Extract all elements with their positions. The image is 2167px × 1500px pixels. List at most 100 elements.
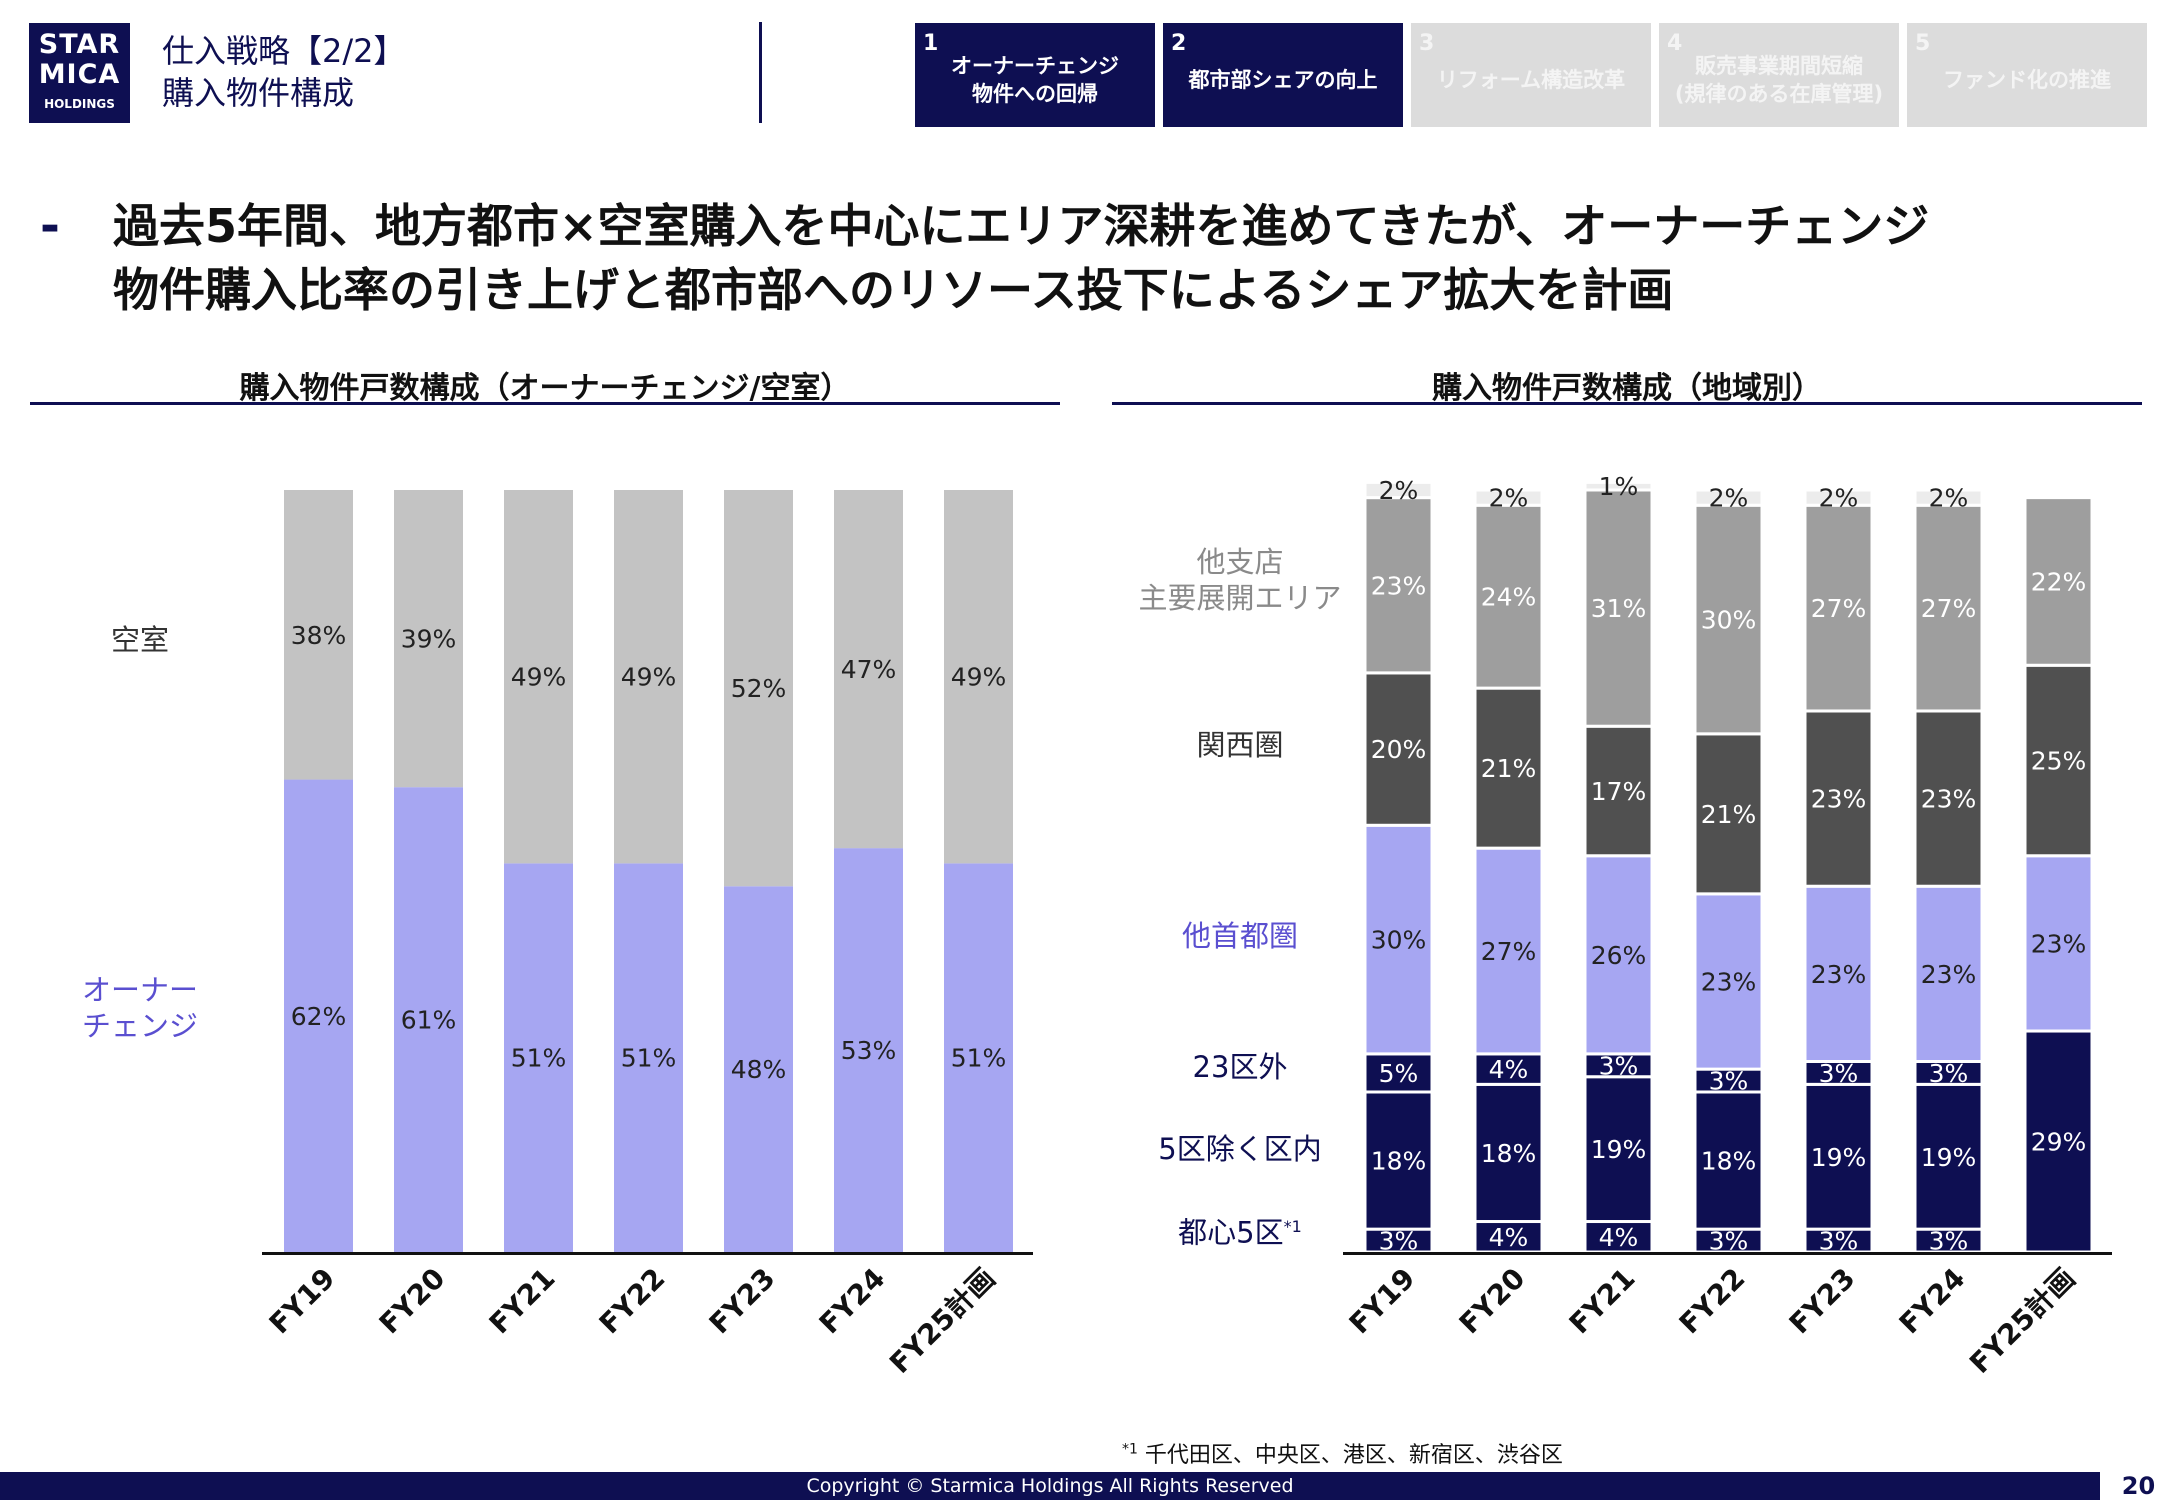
footnote: *1 千代田区、中央区、港区、新宿区、渋谷区: [1122, 1441, 1563, 1468]
right-stacked-bar-chart: 3% 18% 5% 30% 20% 23% 2% FY19 4% 18% 4% 27% 21% 24% 2%…: [1343, 472, 2112, 1380]
data-label: 3%: [1929, 1227, 1969, 1256]
bar-segment-fy24-s7: [1913, 488, 1984, 507]
data-label: 27%: [1921, 594, 1977, 623]
data-label: 38%: [291, 621, 347, 650]
category-label-owner-change: オーナー チェンジ: [81, 973, 198, 1043]
data-label: 26%: [1591, 941, 1647, 970]
bar-segment-fy22-s1: [1693, 1090, 1764, 1231]
step-tab-1[interactable]: 1 オーナーチェンジ 物件への回帰: [915, 23, 1155, 127]
data-label: 22%: [2031, 567, 2087, 596]
data-label: 18%: [1481, 1139, 1537, 1168]
x-tick-label: FY23: [1783, 1262, 1862, 1341]
headline-line2: 物件購入比率の引き上げと都市部へのリソース投下によるシェア拡大を計画: [113, 263, 1674, 317]
step-number: 1: [923, 31, 939, 56]
data-label: 48%: [731, 1055, 787, 1084]
bar-segment-fy24-s1: [834, 490, 903, 849]
category-label-vacant: 空室: [110, 623, 169, 657]
data-label: 30%: [1701, 606, 1757, 635]
right-chart-title: 購入物件戸数構成（地域別）: [1432, 371, 1822, 406]
data-label: 61%: [401, 1006, 457, 1035]
bar-segment-fy20-s7: [1473, 488, 1544, 507]
data-label: 18%: [1701, 1147, 1757, 1176]
bar-segment-fy23-s6: [1803, 503, 1874, 713]
bar-segment-fy20-s2: [1473, 1052, 1544, 1086]
bar-segment-fy25-s5: [2023, 663, 2094, 858]
data-label: 25%: [2031, 747, 2087, 776]
bar-segment-fy20-s0: [1473, 1220, 1544, 1254]
bar-segment-fy25-s1: [944, 490, 1013, 864]
category-label-other-branch: 他支店 主要展開エリア: [1138, 545, 1342, 615]
x-tick-label: FY22: [1673, 1262, 1752, 1341]
bar-segment-fy24-s5: [1913, 709, 1984, 888]
bar-segment-fy19-s5: [1363, 671, 1434, 827]
data-label: 27%: [1811, 594, 1867, 623]
bar-segment-fy19-s6: [1363, 496, 1434, 675]
data-label: 23%: [1811, 785, 1867, 814]
x-tick-label: FY25計画: [1963, 1262, 2081, 1380]
bar-segment-fy21-s7: [1583, 480, 1654, 492]
x-tick-label: FY24: [1893, 1262, 1972, 1341]
bar-segment-fy21-s1: [504, 490, 573, 864]
x-tick-label: FY19: [1343, 1262, 1422, 1341]
bar-segment-fy20-s4: [1473, 846, 1544, 1056]
data-label: 47%: [841, 655, 897, 684]
data-label: 23%: [1371, 571, 1427, 600]
data-label: 2%: [1379, 476, 1419, 505]
step-tab-3[interactable]: 3 リフォーム構造改革: [1411, 23, 1651, 127]
step-tab-5[interactable]: 5 ファンド化の推進: [1907, 23, 2147, 127]
data-label: 51%: [621, 1044, 677, 1073]
bar-segment-fy22-s0: [614, 863, 683, 1252]
step-label: オーナーチェンジ 物件への回帰: [951, 54, 1119, 106]
bar-segment-fy24-s0: [834, 848, 903, 1252]
headline-line1: 過去5年間、地方都市×空室購入を中心にエリア深耕を進めてきたが、オーナーチェンジ: [113, 199, 1930, 253]
step-number: 5: [1915, 31, 1931, 56]
category-label-outside-23: 23区外: [1192, 1050, 1288, 1084]
bar-segment-fy19-s0: [284, 779, 353, 1252]
data-label: 21%: [1701, 800, 1757, 829]
bar-segment-fy21-s4: [1583, 854, 1654, 1056]
category-label-inner-ex5: 5区除く区内: [1158, 1132, 1322, 1166]
data-label: 39%: [401, 625, 457, 654]
data-label: 49%: [621, 663, 677, 692]
step-tab-2[interactable]: 2 都市部シェアの向上: [1163, 23, 1403, 127]
bar-segment-fy25-s0: [944, 863, 1013, 1252]
data-label: 23%: [1811, 960, 1867, 989]
data-label: 2%: [1929, 484, 1969, 513]
copyright-footer: Copyright © Starmica Holdings All Rights…: [0, 1472, 2100, 1500]
step-tab-4[interactable]: 4 販売事業期間短縮 (規律のある在庫管理): [1659, 23, 1899, 127]
step-label: 都市部シェアの向上: [1188, 68, 1378, 92]
step-number: 4: [1667, 31, 1683, 56]
bar-segment-fy23-s1: [724, 490, 793, 887]
data-label: 23%: [1921, 960, 1977, 989]
bar-segment-fy19-s7: [1363, 480, 1434, 500]
company-logo: STAR MICA HOLDINGS: [29, 23, 130, 123]
bar-segment-fy22-s6: [1693, 503, 1764, 736]
bar-segment-fy19-s1: [1363, 1090, 1434, 1231]
headline: 過去5年間、地方都市×空室購入を中心にエリア深耕を進めてきたが、オーナーチェンジ…: [113, 194, 2123, 322]
bar-segment-fy19-s1: [284, 490, 353, 780]
step-label: 販売事業期間短縮 (規律のある在庫管理): [1674, 54, 1884, 106]
data-label: 30%: [1371, 926, 1427, 955]
logo-line3: HOLDINGS: [44, 97, 115, 111]
data-label: 62%: [291, 1002, 347, 1031]
data-label: 51%: [951, 1044, 1007, 1073]
data-label: 53%: [841, 1036, 897, 1065]
step-label: ファンド化の推進: [1943, 68, 2111, 92]
data-label: 27%: [1481, 937, 1537, 966]
bar-segment-fy21-s0: [1583, 1220, 1654, 1254]
bar-segment-fy23-s5: [1803, 709, 1874, 888]
bar-segment-fy21-s6: [1583, 488, 1654, 728]
data-label: 49%: [511, 663, 567, 692]
left-chart-title: 購入物件戸数構成（オーナーチェンジ/空室）: [239, 371, 851, 406]
header-divider: [759, 22, 762, 123]
bar-segment-fy22-s5: [1693, 732, 1764, 896]
bar-segment-fy22-s7: [1693, 488, 1764, 507]
left-stacked-bar-chart: 62%38%FY1961%39%FY2051%49%FY2151%49%FY22…: [262, 490, 1033, 1380]
bar-segment-fy20-s0: [394, 787, 463, 1252]
page-title-line2: 購入物件構成: [162, 74, 355, 112]
bar-segment-fy20-s6: [1473, 503, 1544, 690]
data-label: 24%: [1481, 583, 1537, 612]
data-label: 5%: [1379, 1059, 1419, 1088]
data-label: 3%: [1379, 1227, 1419, 1256]
data-label: 4%: [1489, 1055, 1529, 1084]
